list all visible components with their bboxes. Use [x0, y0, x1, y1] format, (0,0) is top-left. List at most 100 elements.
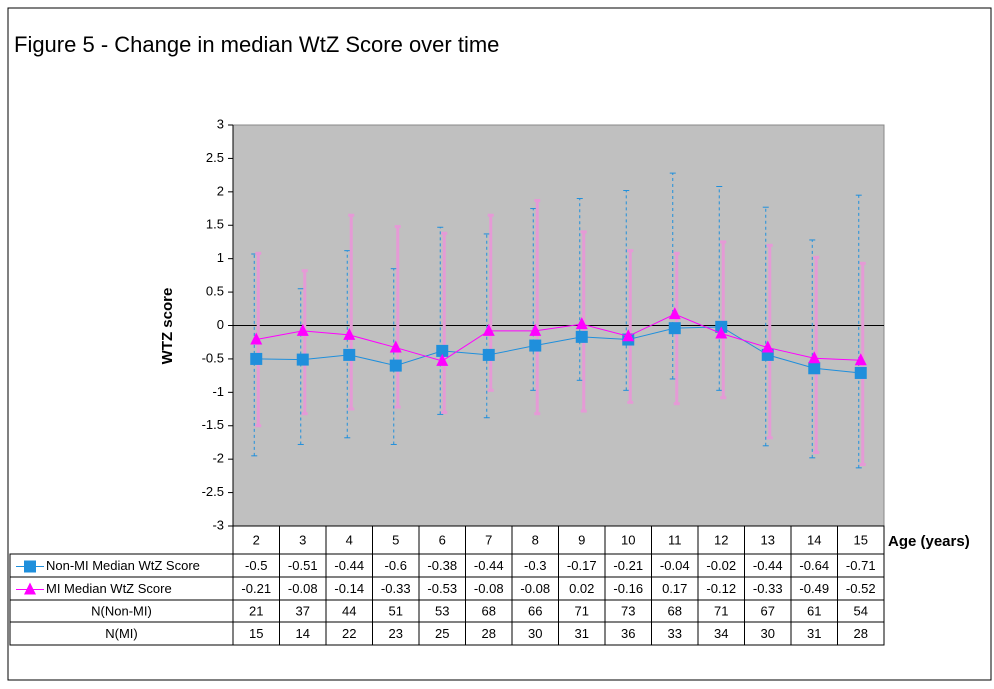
x-tick-label: 15	[854, 532, 868, 547]
table-value: 15	[249, 626, 263, 641]
legend-marker	[24, 560, 36, 573]
table-value: -0.16	[613, 581, 643, 596]
table-value: -0.12	[706, 581, 736, 596]
table-value: -0.6	[385, 558, 407, 573]
x-tick-label: 14	[807, 532, 821, 547]
marker	[343, 327, 356, 340]
table-value: 44	[342, 603, 356, 618]
marker	[668, 322, 681, 335]
table-value: 54	[854, 603, 868, 618]
y-tick-label: 2.5	[206, 150, 224, 165]
marker	[622, 329, 635, 342]
marker	[436, 344, 449, 357]
marker	[296, 323, 309, 336]
marker	[575, 317, 588, 330]
row-label: N(MI)	[105, 626, 138, 641]
x-tick-label: 7	[485, 532, 492, 547]
table-value: 31	[807, 626, 821, 641]
table-value: -0.33	[381, 581, 411, 596]
x-tick-label: 11	[668, 532, 682, 547]
y-tick-label: 2	[217, 183, 224, 198]
table-value: 53	[435, 603, 449, 618]
x-tick-label: 8	[532, 532, 539, 547]
table-value: -0.21	[613, 558, 643, 573]
legend-marker	[24, 582, 36, 595]
table-value: 21	[249, 603, 263, 618]
table-value: 28	[482, 626, 496, 641]
marker	[250, 352, 263, 365]
y-tick-label: -3	[212, 517, 224, 532]
table-value: -0.08	[520, 581, 550, 596]
table-value: 67	[761, 603, 775, 618]
marker	[761, 340, 774, 353]
legend-label: MI Median WtZ Score	[46, 581, 172, 596]
y-tick-label: -1	[212, 384, 224, 399]
marker	[668, 307, 681, 320]
x-tick-label: 6	[439, 532, 446, 547]
y-tick-label: 1	[217, 250, 224, 265]
marker	[389, 359, 402, 372]
marker	[808, 351, 821, 364]
marker	[808, 362, 821, 375]
table-value: 51	[389, 603, 403, 618]
marker	[482, 323, 495, 336]
x-tick-label: 10	[621, 532, 635, 547]
marker	[854, 353, 867, 366]
y-tick-label: -2	[212, 451, 224, 466]
table-value: 28	[854, 626, 868, 641]
table-value: -0.64	[799, 558, 829, 573]
x-tick-label: 4	[346, 532, 353, 547]
table-value: 36	[621, 626, 635, 641]
series-line	[256, 326, 861, 374]
x-tick-label: 2	[253, 532, 260, 547]
table-value: -0.33	[753, 581, 783, 596]
table-value: -0.38	[427, 558, 457, 573]
table-value: -0.5	[245, 558, 267, 573]
x-tick-label: 5	[392, 532, 399, 547]
marker	[854, 366, 867, 379]
table-value: 68	[482, 603, 496, 618]
table-value: -0.21	[241, 581, 271, 596]
table-value: 22	[342, 626, 356, 641]
table-value: 14	[296, 626, 310, 641]
table-value: 68	[668, 603, 682, 618]
table-value: -0.14	[334, 581, 364, 596]
marker	[436, 353, 449, 366]
table-value: -0.44	[334, 558, 364, 573]
legend-label: Non-MI Median WtZ Score	[46, 558, 200, 573]
marker	[482, 348, 495, 361]
table-value: -0.52	[846, 581, 876, 596]
table-value: 73	[621, 603, 635, 618]
table-value: -0.02	[706, 558, 736, 573]
series-line	[256, 313, 861, 362]
table-value: 37	[296, 603, 310, 618]
row-label: N(Non-MI)	[91, 603, 152, 618]
table-value: 71	[714, 603, 728, 618]
table-value: -0.49	[799, 581, 829, 596]
table-value: -0.53	[427, 581, 457, 596]
table-value: -0.3	[524, 558, 546, 573]
table-value: -0.44	[474, 558, 504, 573]
chart-title: Figure 5 - Change in median WtZ Score ov…	[14, 32, 499, 57]
table-value: 71	[575, 603, 589, 618]
marker	[715, 326, 728, 339]
marker	[343, 348, 356, 361]
y-axis-title: WTZ score	[159, 288, 176, 365]
table-value: 25	[435, 626, 449, 641]
table-value: -0.08	[288, 581, 318, 596]
y-tick-label: -0.5	[202, 350, 224, 365]
table-value: -0.71	[846, 558, 876, 573]
marker	[389, 340, 402, 353]
y-tick-label: -2.5	[202, 484, 224, 499]
y-tick-label: 1.5	[206, 217, 224, 232]
y-tick-label: 0	[217, 317, 224, 332]
table-value: 31	[575, 626, 589, 641]
table-value: -0.08	[474, 581, 504, 596]
table-value: 23	[389, 626, 403, 641]
marker	[250, 332, 263, 345]
marker	[296, 353, 309, 366]
table-value: 30	[528, 626, 542, 641]
table-value: 66	[528, 603, 542, 618]
table-value: 61	[807, 603, 821, 618]
